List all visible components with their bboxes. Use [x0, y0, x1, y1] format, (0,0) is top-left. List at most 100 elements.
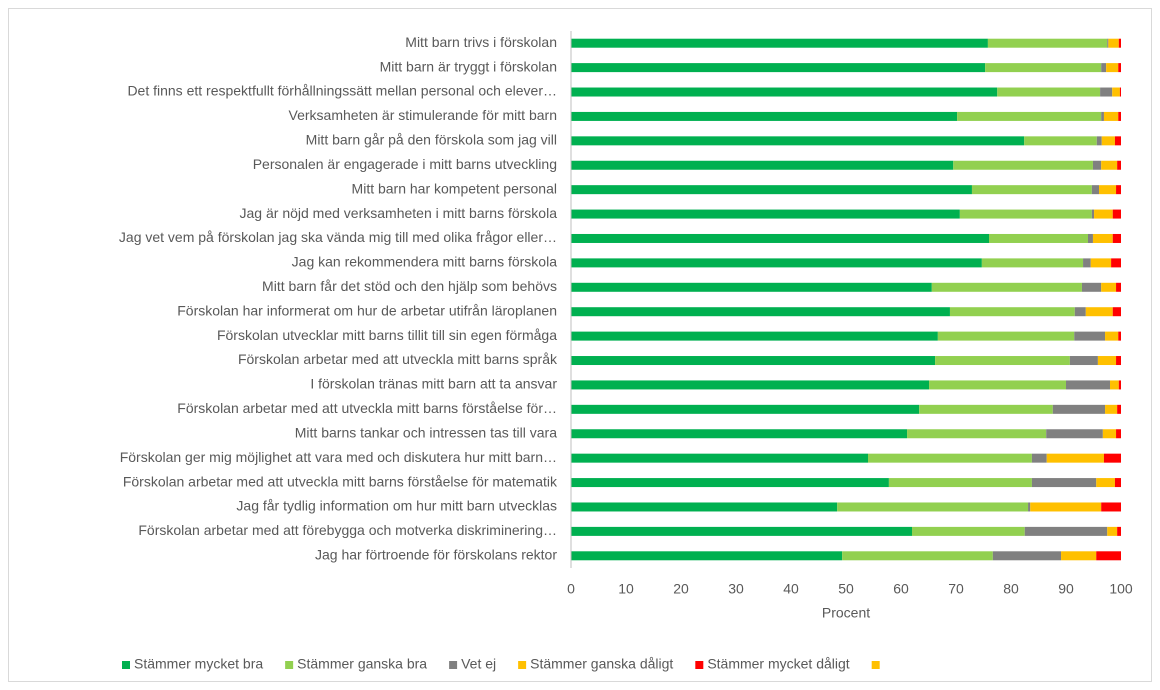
bar-segment	[1112, 87, 1120, 97]
legend-marker	[285, 661, 294, 669]
bar-segment	[1030, 502, 1102, 512]
bar-segment	[959, 209, 1092, 219]
y-tick-label: Förskolan arbetar med att förebygga och …	[138, 522, 557, 538]
bar-segment	[1118, 111, 1121, 121]
x-tick-label: 50	[838, 581, 854, 597]
bar-segment	[1101, 136, 1115, 146]
bar-segment	[1099, 185, 1117, 195]
y-tick-label: Förskolan ger mig möjlighet att vara med…	[120, 449, 557, 465]
legend-marker	[449, 661, 458, 669]
y-tick-label: Förskolan arbetar med att utveckla mitt …	[123, 473, 558, 489]
legend-marker	[695, 661, 704, 669]
y-tick-label: Personalen är engagerade i mitt barns ut…	[253, 156, 557, 172]
x-tick-label: 70	[948, 581, 964, 597]
bar-segment	[571, 258, 982, 268]
bar-segment	[1092, 233, 1113, 243]
bar-segment	[888, 478, 1032, 488]
bar-segment	[571, 356, 936, 366]
bar-segment	[1046, 429, 1103, 439]
bar-segment	[1105, 404, 1118, 414]
y-tick-label: Mitt barn är tryggt i förskolan	[380, 58, 557, 74]
bar-segment	[957, 111, 1102, 121]
bar-segment	[1069, 356, 1098, 366]
bar-segment	[1118, 38, 1121, 48]
bar-segment	[1031, 453, 1047, 463]
x-tick-label: 0	[567, 581, 575, 597]
bar-segment	[1083, 258, 1091, 268]
bar-segment	[1107, 526, 1118, 536]
bar-segment	[985, 63, 1102, 73]
bar-segment	[1024, 136, 1097, 146]
bar-segment	[1116, 185, 1121, 195]
y-tick-label: Förskolan arbetar med att utveckla mitt …	[238, 351, 558, 367]
y-tick-label: Mitt barn går på den förskola som jag vi…	[306, 132, 557, 148]
bar-segment	[1112, 307, 1121, 317]
bar-segment	[1110, 380, 1119, 390]
bar-segment	[1074, 307, 1086, 317]
bar-segment	[571, 478, 889, 488]
bar-segment	[1074, 331, 1106, 341]
legend-label: Stämmer mycket bra	[134, 656, 263, 672]
bar-segment	[1107, 38, 1109, 48]
bar-segment	[1106, 63, 1119, 73]
x-tick-label: 100	[1109, 581, 1133, 597]
bar-segment	[571, 87, 998, 97]
bar-segment	[571, 111, 958, 121]
bar-segment	[1117, 526, 1121, 536]
bar-segment	[912, 526, 1025, 536]
bar-segment	[1117, 160, 1121, 170]
bar-segment	[571, 233, 989, 243]
bar-segment	[1101, 63, 1107, 73]
bar-segment	[868, 453, 1032, 463]
bar-segment	[1085, 307, 1113, 317]
bar-segment	[571, 331, 938, 341]
bar-segment	[571, 404, 920, 414]
y-tick-label: Mitt barn har kompetent personal	[352, 180, 557, 196]
bar-segment	[837, 502, 1029, 512]
bar-segment	[571, 282, 932, 292]
bar-segment	[937, 331, 1075, 341]
bar-segment	[1092, 160, 1102, 170]
bar-segment	[1088, 233, 1093, 243]
bar-segment	[571, 429, 908, 439]
bar-segment	[1114, 478, 1121, 488]
bar-segment	[842, 551, 993, 561]
bar-segment	[1112, 209, 1121, 219]
bar-segment	[571, 185, 972, 195]
bar-segment	[1096, 551, 1121, 561]
x-tick-label: 60	[893, 581, 909, 597]
bar-segment	[1081, 282, 1102, 292]
bar-segment	[989, 233, 1088, 243]
bar-segment	[1114, 136, 1121, 146]
bar-segment	[1101, 160, 1118, 170]
y-tick-label: Mitt barn trivs i förskolan	[405, 34, 557, 50]
bar-segment	[992, 551, 1062, 561]
bar-segment	[931, 282, 1082, 292]
bar-segment	[1117, 404, 1121, 414]
bar-segment	[1096, 478, 1115, 488]
bar-segment	[571, 551, 843, 561]
bar-segment	[571, 453, 868, 463]
bar-segment	[571, 307, 950, 317]
bar-segment	[1116, 356, 1121, 366]
bar-segment	[571, 38, 988, 48]
bar-segment	[1031, 478, 1097, 488]
x-tick-label: 10	[618, 581, 634, 597]
legend-label: Stämmer ganska bra	[297, 656, 427, 672]
bar-segment	[1091, 185, 1099, 195]
x-axis-label: Procent	[822, 605, 870, 621]
bar-segment	[935, 356, 1070, 366]
bar-segment	[1094, 209, 1113, 219]
bar-segment	[1118, 380, 1121, 390]
y-tick-label: Förskolan arbetar med att utveckla mitt …	[177, 400, 557, 416]
bar-segment	[1101, 282, 1117, 292]
bar-segment	[1105, 331, 1119, 341]
bar-segment	[981, 258, 1084, 268]
x-tick-label: 30	[728, 581, 744, 597]
bar-segment	[1116, 282, 1121, 292]
bar-segment	[1101, 111, 1104, 121]
bar-segment	[907, 429, 1047, 439]
bar-segment	[1103, 111, 1119, 121]
y-tick-label: I förskolan tränas mitt barn att ta ansv…	[310, 376, 557, 392]
bar-segment	[571, 380, 930, 390]
